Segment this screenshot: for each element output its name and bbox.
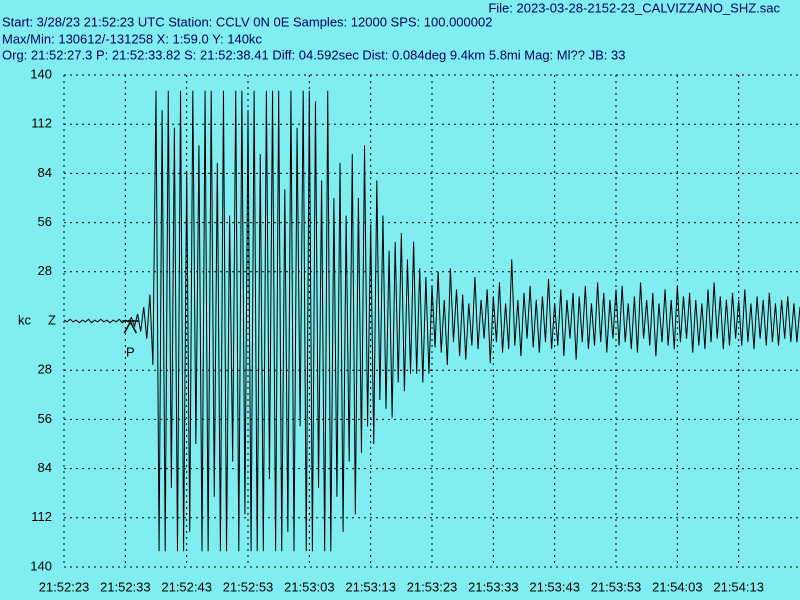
p-label: P <box>126 344 135 359</box>
x-tick-label: 21:52:23 <box>39 579 90 594</box>
channel-label: Z <box>48 312 56 327</box>
y-tick-label: 84 <box>38 460 52 475</box>
x-tick-label: 21:53:13 <box>345 579 396 594</box>
y-tick-label: 56 <box>38 214 52 229</box>
x-tick-label: 21:53:23 <box>407 579 458 594</box>
y-tick-label: 28 <box>38 362 52 377</box>
x-tick-label: 21:53:33 <box>468 579 519 594</box>
file-name: File: 2023-03-28-2152-23_CALVIZZANO_SHZ.… <box>488 0 780 15</box>
info-line: Start: 3/28/23 21:52:23 UTC Station: CCL… <box>2 14 492 29</box>
y-tick-label: 56 <box>38 411 52 426</box>
y-tick-label: 112 <box>31 116 52 131</box>
x-tick-label: 21:53:03 <box>284 579 335 594</box>
x-tick-label: 21:53:53 <box>591 579 642 594</box>
x-tick-label: 21:52:43 <box>161 579 212 594</box>
y-tick-label: 84 <box>38 165 52 180</box>
y-tick-label: 28 <box>38 263 52 278</box>
info-line: Org: 21:52:27.3 P: 21:52:33.82 S: 21:52:… <box>2 47 625 62</box>
x-tick-label: 21:54:03 <box>652 579 703 594</box>
x-tick-label: 21:52:33 <box>100 579 151 594</box>
x-tick-label: 21:54:13 <box>713 579 764 594</box>
y-tick-label: 140 <box>30 558 52 573</box>
y-tick-label: 112 <box>31 509 52 524</box>
info-line: Max/Min: 130612/-131258 X: 1:59.0 Y: 140… <box>2 31 262 46</box>
waveform <box>63 90 800 552</box>
p-arrow <box>122 320 139 334</box>
y-tick-label: 140 <box>30 66 52 81</box>
x-tick-label: 21:52:53 <box>223 579 274 594</box>
x-tick-label: 21:53:43 <box>529 579 580 594</box>
y-unit-label: kc <box>18 312 32 327</box>
